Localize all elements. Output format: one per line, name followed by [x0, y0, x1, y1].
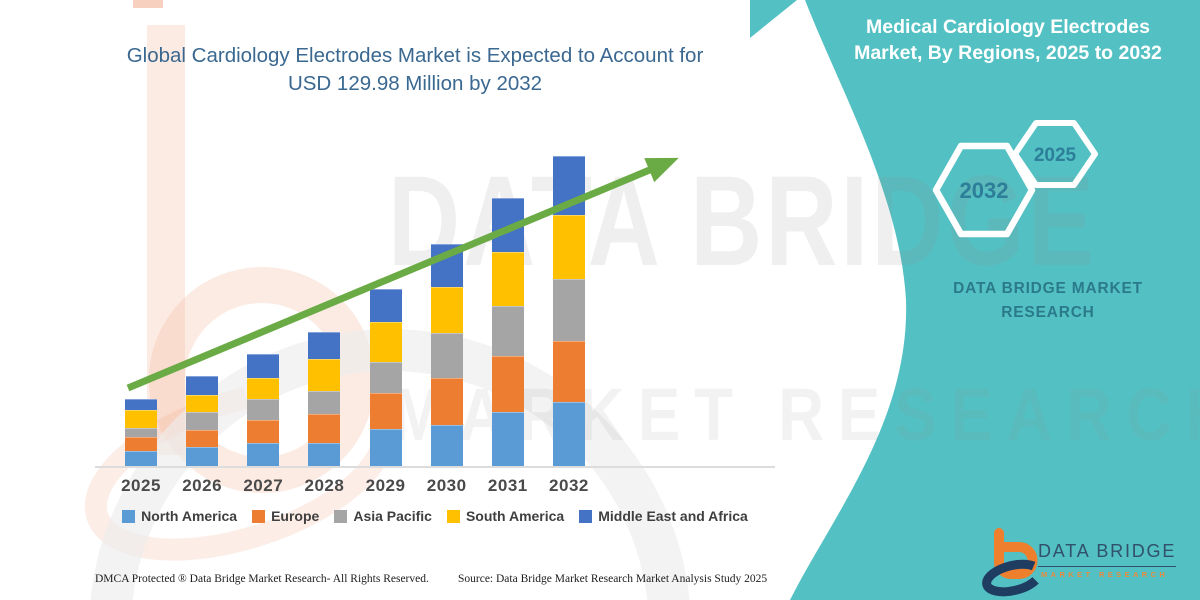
legend-label: North America [141, 508, 238, 524]
bar-segment [186, 429, 219, 448]
bar-2032 [552, 155, 585, 466]
bar-2026 [186, 376, 219, 466]
bar-segment [125, 451, 157, 466]
bar-2031 [491, 197, 524, 466]
bar-segment [125, 427, 157, 437]
bar-segment [369, 361, 402, 393]
bar-segment [125, 398, 157, 411]
bar-2025 [125, 398, 157, 466]
main-title-line1: Global Cardiology Electrodes Market is E… [126, 44, 704, 67]
bar-segment [369, 428, 402, 466]
bar-segment [247, 353, 280, 378]
bar-segment [430, 378, 463, 425]
bar-segment [308, 359, 341, 391]
bar-segment [369, 321, 402, 362]
bar-segment [125, 410, 157, 428]
main-title-line2: USD 129.98 Million by 2032 [287, 72, 543, 95]
main-title: Global Cardiology Electrodes Market is E… [100, 42, 730, 98]
brand-text-line1: DATA BRIDGE MARKET [953, 280, 1143, 297]
bar-segment [552, 279, 585, 342]
x-axis-label: 2031 [487, 476, 528, 495]
x-axis-label: 2032 [549, 476, 589, 495]
watermark-b-top-icon [133, 0, 163, 8]
bar-segment [247, 399, 280, 420]
bar-segment [186, 411, 219, 430]
bar-segment [491, 197, 524, 252]
bar-segment [491, 306, 524, 356]
legend: North America Europe Asia Pacific South Ame… [95, 508, 775, 524]
legend-item: Asia Pacific [334, 508, 432, 524]
bar-segment [552, 341, 585, 402]
legend-label: South America [465, 508, 565, 524]
bar-segment [247, 443, 280, 466]
logo-subtitle: MARKET RESEARCH [1041, 570, 1169, 579]
x-axis-label: 2028 [304, 476, 345, 495]
bar-segment [491, 355, 524, 412]
bar-segment [430, 286, 463, 333]
bar-segment [186, 394, 219, 412]
x-axis-label: 2030 [426, 476, 467, 495]
bar-segment [186, 447, 219, 466]
bar-segment [552, 155, 585, 215]
x-axis-label: 2027 [243, 476, 284, 495]
bar-segment [186, 376, 219, 395]
bar-2027 [247, 353, 280, 466]
x-axis-label: 2026 [182, 476, 223, 495]
footer-source-text: Source: Data Bridge Market Research Mark… [458, 573, 768, 585]
bar-segment [308, 390, 341, 415]
legend-item: Europe [252, 508, 319, 524]
bar-segment [552, 401, 585, 466]
bar-segment [430, 424, 463, 466]
bar-2029 [369, 288, 402, 466]
bar-segment [308, 414, 341, 443]
legend-swatch-icon [579, 509, 593, 523]
x-axis-label: 2025 [121, 476, 161, 495]
legend-item: South America [446, 508, 565, 524]
bar-segment [552, 214, 585, 280]
teal-corner-wedge [750, 0, 797, 38]
bar-segment [491, 251, 524, 307]
bar-segment [430, 332, 463, 379]
bar-segment [369, 392, 402, 429]
bar-2030 [430, 244, 463, 466]
legend-label: Europe [271, 508, 320, 524]
bar-segment [308, 442, 341, 466]
bar-segment [247, 419, 280, 444]
right-panel-title: Medical Cardiology Electrodes Market, By… [822, 14, 1194, 66]
bar-segment [369, 288, 402, 322]
x-axis-label: 2029 [365, 476, 406, 495]
footer-dmca-text: DMCA Protected ® Data Bridge Market Rese… [95, 573, 429, 585]
bar-segment [125, 436, 157, 452]
legend-swatch-icon [334, 509, 348, 523]
bar-2028 [308, 332, 341, 466]
legend-swatch-icon [252, 509, 266, 523]
brand-text-line2: RESEARCH [1001, 304, 1095, 321]
legend-swatch-icon [446, 509, 460, 523]
legend-swatch-icon [122, 509, 136, 523]
chart-plot-area: 2025 2026 2027 2028 2029 2030 2031 2032 [95, 140, 775, 495]
legend-label: Middle East and Africa [598, 508, 748, 524]
legend-label: Asia Pacific [353, 508, 432, 524]
legend-item: Middle East and Africa [579, 508, 748, 524]
right-panel-title-line2: Market, By Regions, 2025 to 2032 [854, 42, 1162, 64]
logo-swoosh-icon [982, 559, 1044, 597]
brand-text-on-teal: DATA BRIDGE MARKET RESEARCH [900, 277, 1196, 325]
bar-segment [308, 332, 341, 360]
logo-b-icon [994, 528, 1038, 579]
bar-segment [247, 377, 280, 400]
right-panel-title-line1: Medical Cardiology Electrodes [866, 16, 1150, 38]
logo-wordmark: DATA BRIDGE [1038, 541, 1177, 567]
bar-segment [430, 244, 463, 287]
bar-segment [491, 411, 524, 466]
legend-item: North America [122, 508, 237, 524]
